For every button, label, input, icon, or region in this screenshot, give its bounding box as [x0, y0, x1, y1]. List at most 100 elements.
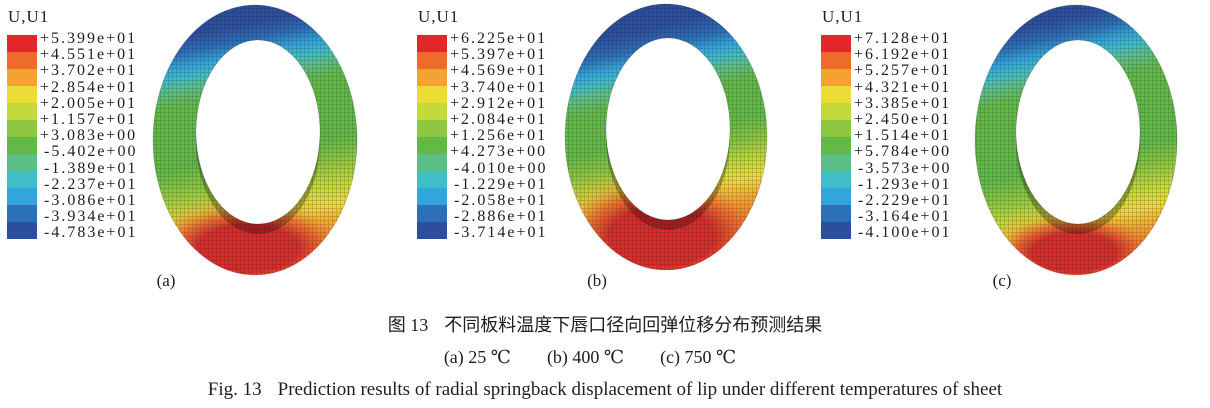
ring-contour-plot-a — [152, 4, 358, 276]
legend-value-label: +1.157e+01 — [40, 110, 138, 128]
legend-color-swatch — [417, 188, 447, 205]
legend-value-labels: +6.225e+01 +5.397e+01 +4.569e+01 +3.740e+01… — [450, 30, 548, 242]
legend-value-label: +3.702e+01 — [40, 62, 138, 80]
legend-value-label: -1.389e+01 — [44, 159, 138, 177]
legend-color-swatch — [821, 154, 851, 171]
legend-color-swatch — [821, 120, 851, 137]
legend-value-label: -3.086e+01 — [44, 191, 138, 209]
legend-title: U,U1 — [8, 7, 50, 26]
legend-value-label: +5.257e+01 — [854, 62, 952, 80]
legend-value-label: -2.237e+01 — [44, 175, 138, 193]
legend-value-labels: +7.128e+01 +6.192e+01 +5.257e+01 +4.321e+01… — [854, 30, 952, 242]
legend-value-label: -2.886e+01 — [454, 208, 548, 226]
legend-title: U,U1 — [418, 7, 460, 26]
legend-color-swatch — [7, 205, 37, 222]
legend-value-label: +4.569e+01 — [450, 62, 548, 80]
legend-color-swatch — [821, 103, 851, 120]
figure-number-en: Fig. 13 — [207, 379, 262, 400]
ring-contour-plot-b — [564, 3, 768, 271]
legend-value-label: -1.293e+01 — [858, 175, 952, 193]
legend-color-swatch — [7, 86, 37, 103]
legend-color-swatch — [417, 120, 447, 137]
legend-color-bar — [7, 35, 37, 239]
legend-value-label: +4.321e+01 — [854, 78, 952, 96]
legend-value-label: +3.385e+01 — [854, 94, 952, 112]
legend-value-label: -4.100e+01 — [858, 224, 952, 242]
condition-b: (b) 400 ℃ — [546, 347, 625, 367]
legend-color-swatch — [417, 222, 447, 239]
legend-value-label: +1.514e+01 — [854, 127, 952, 145]
legend-value-label: +5.399e+01 — [40, 30, 138, 47]
legend-color-swatch — [7, 171, 37, 188]
legend-color-swatch — [7, 154, 37, 171]
ring-contour-plots — [152, 3, 1178, 276]
panel-label-c: (c) — [992, 271, 1012, 290]
legend-color-swatch — [417, 86, 447, 103]
legend-color-swatch — [417, 103, 447, 120]
legend-color-swatch — [417, 205, 447, 222]
legend-value-label: +6.192e+01 — [854, 46, 952, 64]
legend-value-label: -5.402e+00 — [44, 143, 138, 161]
legend-color-swatch — [7, 137, 37, 154]
legend-color-swatch — [821, 222, 851, 239]
legend-color-swatch — [7, 103, 37, 120]
legend-value-label: +7.128e+01 — [854, 30, 952, 47]
legend-value-label: +3.083e+00 — [40, 127, 138, 145]
legend-color-swatch — [821, 171, 851, 188]
figure-title-en: Prediction results of radial springback … — [277, 379, 1003, 400]
contour-legend-c: U,U1 +7.128e+01 +6.192e+01 +5.257e+01 +4.32… — [821, 0, 961, 245]
contour-legend-b: U,U1 +6.225e+01 +5.397e+01 +4.569e+01 +3.74… — [417, 0, 557, 245]
legend-value-label: -3.714e+01 — [454, 224, 548, 242]
legend-color-swatch — [7, 52, 37, 69]
legend-value-label: +2.005e+01 — [40, 94, 138, 112]
condition-c: (c) 750 ℃ — [660, 347, 737, 367]
legend-value-label: +1.256e+01 — [450, 127, 548, 145]
figure-subcaption-conditions: (a) 25 ℃ (b) 400 ℃ (c) 750 ℃ — [0, 345, 1180, 369]
condition-a: (a) 25 ℃ — [443, 347, 511, 367]
legend-value-label: +2.450e+01 — [854, 110, 952, 128]
legend-color-swatch — [821, 205, 851, 222]
legend-title: U,U1 — [822, 7, 864, 26]
legend-color-swatch — [417, 154, 447, 171]
legend-color-bar — [821, 35, 851, 239]
ring-contour-plot-c — [974, 4, 1178, 276]
figure-caption-english: Fig. 13 Prediction results of radial spri… — [0, 378, 1210, 402]
legend-color-swatch — [417, 171, 447, 188]
legend-color-swatch — [417, 52, 447, 69]
legend-value-label: -3.934e+01 — [44, 208, 138, 226]
legend-value-label: +5.784e+00 — [854, 143, 952, 161]
legend-color-swatch — [821, 69, 851, 86]
ring-hole — [1015, 39, 1141, 225]
legend-value-label: -3.573e+00 — [858, 159, 952, 177]
legend-color-swatch — [417, 35, 447, 52]
legend-color-swatch — [7, 35, 37, 52]
legend-color-swatch — [821, 52, 851, 69]
legend-color-swatch — [417, 69, 447, 86]
legend-color-swatch — [7, 120, 37, 137]
figure-title-zh: 不同板料温度下唇口径向回弹位移分布预测结果 — [444, 315, 823, 335]
legend-color-swatch — [7, 188, 37, 205]
legend-value-label: -4.783e+01 — [44, 224, 138, 242]
legend-value-label: +6.225e+01 — [450, 30, 548, 47]
panel-label-a: (a) — [156, 271, 176, 290]
legend-value-label: +3.740e+01 — [450, 78, 548, 96]
legend-value-labels: +5.399e+01 +4.551e+01 +3.702e+01 +2.854e+01… — [40, 30, 138, 242]
legend-value-label: -3.164e+01 — [858, 208, 952, 226]
legend-value-label: -2.229e+01 — [858, 191, 952, 209]
legend-color-swatch — [7, 69, 37, 86]
panel-label-b: (b) — [587, 271, 607, 290]
legend-value-label: +5.397e+01 — [450, 46, 548, 64]
contour-legend-a: U,U1 +5.399e+01 +4.551e+01 +3.702e+01 +2.85… — [7, 0, 147, 245]
legend-value-label: -1.229e+01 — [454, 175, 548, 193]
legend-color-bar — [417, 35, 447, 239]
legend-value-label: +2.854e+01 — [40, 78, 138, 96]
legend-color-swatch — [7, 222, 37, 239]
legend-value-label: +4.273e+00 — [450, 143, 548, 161]
legend-color-swatch — [821, 137, 851, 154]
legend-value-label: +4.551e+01 — [40, 46, 138, 64]
ring-hole — [195, 39, 321, 225]
legend-value-label: +2.912e+01 — [450, 94, 548, 112]
legend-value-label: +2.084e+01 — [450, 110, 548, 128]
legend-color-swatch — [821, 35, 851, 52]
legend-color-swatch — [821, 188, 851, 205]
